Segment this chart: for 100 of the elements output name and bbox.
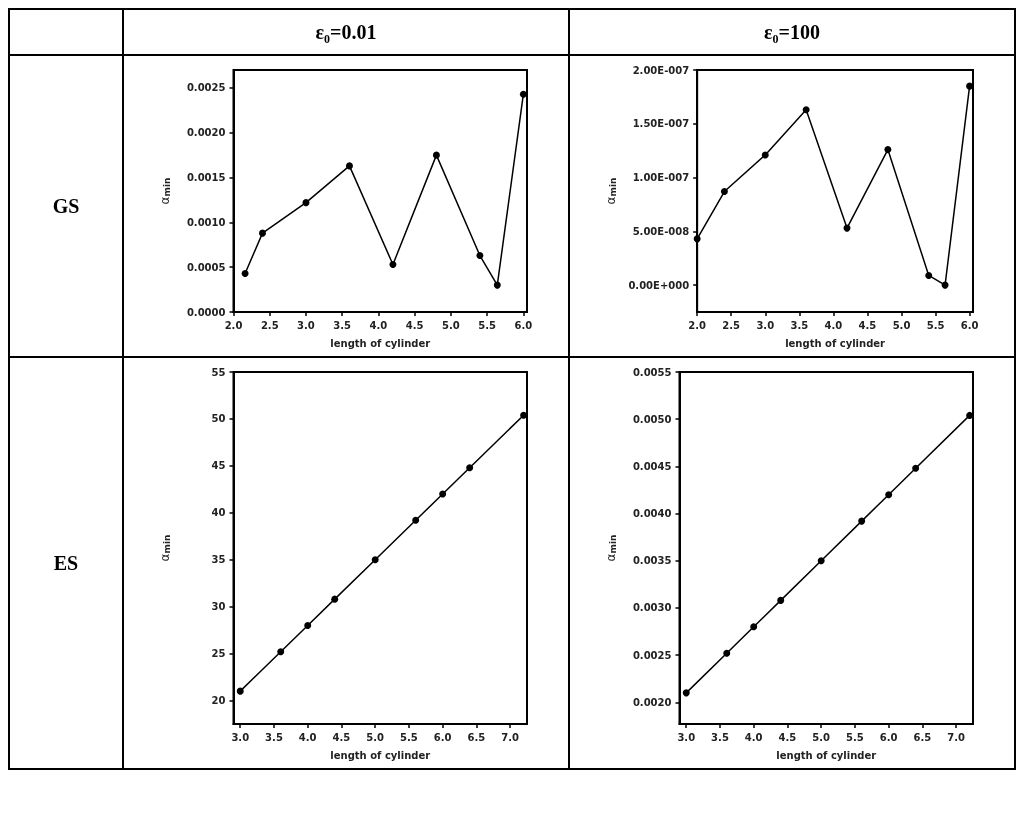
point xyxy=(925,271,933,279)
x-tick-label: 3.0 xyxy=(756,319,775,331)
y-tick-label: 1.50E-007 xyxy=(632,118,690,130)
point xyxy=(258,229,266,237)
x-tick-label: 3.5 xyxy=(333,319,352,331)
point xyxy=(912,464,920,472)
x-tick-label: 3.5 xyxy=(265,731,283,743)
y-tick-label: 2.00E-007 xyxy=(632,64,690,76)
point xyxy=(466,464,474,472)
x-tick-label: 3.0 xyxy=(677,731,696,743)
x-tick-label: 4.0 xyxy=(744,731,763,743)
y-tick-label: 0.0040 xyxy=(632,508,672,520)
x-tick-label: 4.0 xyxy=(298,731,317,743)
x-tick-label: 6.5 xyxy=(467,731,486,743)
y-tick-label: 0.0030 xyxy=(632,602,672,614)
point xyxy=(345,162,353,170)
point xyxy=(493,281,501,289)
point xyxy=(858,517,866,525)
y-tick-label: 25 xyxy=(211,648,226,660)
y-tick-label: 5.00E-008 xyxy=(632,225,690,237)
point xyxy=(682,689,690,697)
point xyxy=(693,235,701,243)
chart-title: ε₀=100 xyxy=(569,9,1015,55)
y-tick-label: 0.0045 xyxy=(632,460,672,472)
x-tick-label: 3.5 xyxy=(790,319,809,331)
point xyxy=(720,188,728,196)
y-axis-title: αmin xyxy=(158,534,172,562)
y-tick-label: 0.0035 xyxy=(632,555,672,567)
point xyxy=(885,491,893,499)
x-tick-label: 5.0 xyxy=(892,319,911,331)
point xyxy=(476,252,484,260)
text: GS xyxy=(51,194,81,218)
x-tick-label: 4.5 xyxy=(332,731,351,743)
y-tick-label: 55 xyxy=(211,366,226,378)
x-tick-label: 3.0 xyxy=(297,319,315,331)
x-tick-label: 6.5 xyxy=(913,731,932,743)
x-tick-label: 6.0 xyxy=(433,731,452,743)
y-tick-label: 35 xyxy=(211,554,226,566)
x-axis-title: length of cylinder xyxy=(785,337,886,349)
y-tick-label: 0.0020 xyxy=(186,127,226,139)
point xyxy=(304,621,312,629)
x-tick-label: 6.0 xyxy=(960,319,979,331)
x-tick-label: 7.0 xyxy=(947,731,966,743)
x-axis-title: length of cylinder xyxy=(330,337,431,349)
x-tick-label: 2.0 xyxy=(688,319,707,331)
y-tick-label: 0.0020 xyxy=(632,696,672,708)
point xyxy=(802,106,810,114)
y-tick-label: 0.0055 xyxy=(632,366,672,378)
point xyxy=(302,199,310,207)
y-axis-title: αmin xyxy=(604,534,618,562)
point xyxy=(884,146,892,154)
y-axis-title: αmin xyxy=(158,177,172,205)
point xyxy=(519,90,527,98)
x-axis-title: length of cylinder xyxy=(776,749,877,761)
x-tick-label: 5.0 xyxy=(442,319,460,331)
y-tick-label: 0.0025 xyxy=(632,649,672,661)
y-tick-label: 45 xyxy=(211,460,226,472)
point xyxy=(236,687,244,695)
y-tick-label: 30 xyxy=(211,601,226,613)
x-tick-label: 6.0 xyxy=(879,731,898,743)
y-tick-label: 0.0010 xyxy=(186,216,226,228)
point xyxy=(331,595,339,603)
point xyxy=(761,151,769,159)
x-tick-label: 4.5 xyxy=(405,319,424,331)
point xyxy=(750,623,758,631)
x-tick-label: 4.0 xyxy=(824,319,843,331)
x-tick-label: 4.5 xyxy=(778,731,797,743)
point xyxy=(777,596,785,604)
point xyxy=(439,490,447,498)
point xyxy=(389,261,397,268)
x-tick-label: 5.0 xyxy=(366,731,385,743)
x-tick-label: 6.0 xyxy=(514,319,533,331)
point xyxy=(371,556,379,564)
text: ES xyxy=(52,551,80,575)
x-tick-label: 5.5 xyxy=(478,319,497,331)
x-tick-label: 7.0 xyxy=(501,731,520,743)
y-tick-label: 50 xyxy=(211,413,226,425)
point xyxy=(817,557,825,565)
y-tick-label: 0.0015 xyxy=(186,172,226,184)
x-tick-label: 5.0 xyxy=(812,731,831,743)
y-tick-label: 0.00E+000 xyxy=(628,279,690,291)
y-tick-label: 1.00E-007 xyxy=(632,172,690,184)
y-tick-label: 0.0025 xyxy=(186,82,226,94)
y-axis-title: αmin xyxy=(604,177,618,205)
x-tick-label: 2.5 xyxy=(722,319,741,331)
x-tick-label: 2.0 xyxy=(224,319,243,331)
y-tick-label: 20 xyxy=(211,695,226,707)
point xyxy=(277,648,285,656)
x-tick-label: 2.5 xyxy=(260,319,279,331)
point xyxy=(412,516,420,524)
x-tick-label: 5.5 xyxy=(846,731,864,743)
y-tick-label: 0.0050 xyxy=(632,413,672,425)
x-tick-label: 4.5 xyxy=(858,319,877,331)
x-tick-label: 4.0 xyxy=(369,319,388,331)
x-tick-label: 3.5 xyxy=(711,731,729,743)
point xyxy=(241,269,249,277)
point xyxy=(432,151,440,159)
y-tick-label: 40 xyxy=(211,507,226,519)
y-tick-label: 0.0005 xyxy=(186,261,226,273)
chart-title: ε₀=0.01 xyxy=(123,9,569,55)
